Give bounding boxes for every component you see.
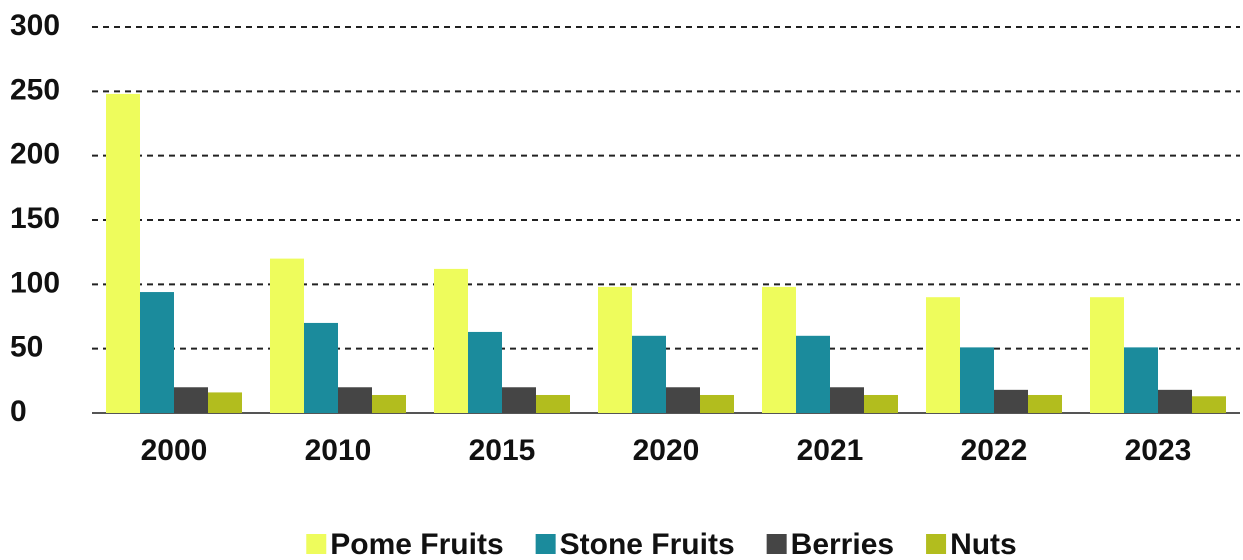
bar <box>468 331 502 413</box>
bar <box>434 268 468 413</box>
bar <box>632 335 666 413</box>
bar <box>864 394 898 413</box>
bar <box>304 322 338 413</box>
bar <box>926 297 960 413</box>
bar <box>700 394 734 413</box>
bar <box>830 387 864 413</box>
y-tick-label: 250 <box>10 73 60 106</box>
legend-swatch <box>926 534 947 554</box>
bar <box>208 392 242 413</box>
legend-swatch <box>535 534 556 554</box>
bar <box>994 389 1028 413</box>
x-tick-label: 2023 <box>1125 434 1192 467</box>
bar <box>140 292 174 413</box>
x-tick-label: 2010 <box>305 434 372 467</box>
bar <box>372 394 406 413</box>
bar <box>270 258 304 413</box>
x-tick-label: 2020 <box>633 434 700 467</box>
y-tick-label: 50 <box>10 331 43 364</box>
bar <box>1192 396 1226 413</box>
bar <box>960 347 994 413</box>
legend-item: Pome Fruits <box>306 528 504 560</box>
bar <box>762 286 796 413</box>
legend-swatch <box>306 534 327 554</box>
bar <box>536 394 570 413</box>
bar <box>106 93 140 413</box>
legend-label: Stone Fruits <box>560 528 735 560</box>
bar <box>502 387 536 413</box>
bar <box>1124 347 1158 413</box>
bar <box>598 286 632 413</box>
bar <box>174 387 208 413</box>
legend-label: Berries <box>791 528 894 560</box>
legend-label: Pome Fruits <box>330 528 503 560</box>
x-tick-label: 2022 <box>961 434 1028 467</box>
legend-swatch <box>766 534 787 554</box>
bar <box>338 387 372 413</box>
y-tick-label: 0 <box>10 395 27 428</box>
y-tick-label: 150 <box>10 202 60 235</box>
bar <box>1158 389 1192 413</box>
y-tick-label: 300 <box>10 9 60 42</box>
legend-label: Nuts <box>950 528 1017 560</box>
y-tick-label: 100 <box>10 266 60 299</box>
bar <box>666 387 700 413</box>
x-tick-label: 2000 <box>141 434 208 467</box>
legend-item: Berries <box>766 528 894 560</box>
legend-item: Stone Fruits <box>535 528 735 560</box>
bar <box>1090 297 1124 413</box>
bar <box>796 335 830 413</box>
x-tick-label: 2015 <box>469 434 536 467</box>
bar <box>1028 394 1062 413</box>
y-tick-label: 200 <box>10 138 60 171</box>
x-tick-label: 2021 <box>797 434 864 467</box>
legend-item: Nuts <box>926 528 1017 560</box>
